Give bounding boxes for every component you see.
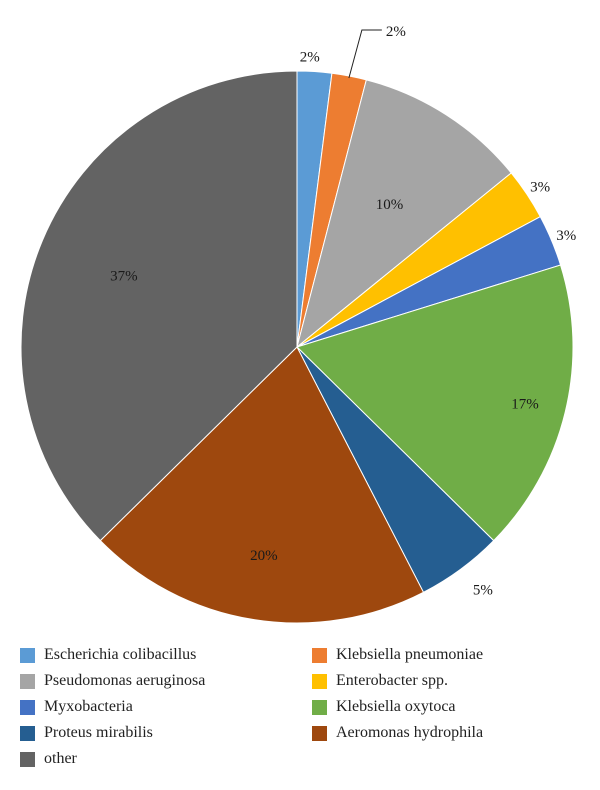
pie-slice-klebsiella-oxytoca (296, 264, 574, 542)
legend-item: Proteus mirabilis (20, 723, 312, 743)
legend-item: Pseudomonas aeruginosa (20, 671, 312, 691)
legend-swatch (20, 725, 35, 741)
legend-item: Aeromonas hydrophila (312, 723, 580, 743)
data-label: 37% (110, 269, 138, 285)
legend-item: Enterobacter spp. (312, 671, 580, 691)
legend-item: Myxobacteria (20, 697, 312, 717)
legend-label: other (44, 750, 77, 767)
data-label: 3% (556, 228, 576, 244)
pie-chart: 2% 2% 10% 3% 3% 17% 5% 20% 37% (20, 24, 576, 624)
legend-swatch (312, 647, 327, 663)
legend-swatch (312, 673, 327, 689)
pie-slice-aeromonas-hydrophila (99, 346, 425, 624)
legend-label: Pseudomonas aeruginosa (44, 672, 206, 689)
legend-label: Klebsiella pneumoniae (336, 646, 484, 663)
legend-swatch (20, 699, 35, 715)
data-label: 10% (376, 197, 404, 213)
legend-item: Klebsiella pneumoniae (312, 645, 580, 665)
chart-legend: Escherichia colibacillus Klebsiella pneum… (20, 645, 580, 769)
leader-line (348, 29, 382, 79)
data-label: 2% (386, 24, 406, 40)
legend-item: Escherichia colibacillus (20, 645, 312, 665)
legend-label: Myxobacteria (44, 698, 133, 715)
pie-slice-pseudomonas-aeruginosa (296, 79, 512, 349)
legend-label: Enterobacter spp. (336, 672, 448, 689)
legend-item: Klebsiella oxytoca (312, 697, 580, 717)
legend-label: Escherichia colibacillus (44, 646, 197, 663)
data-label: 2% (300, 50, 320, 66)
data-label: 5% (473, 583, 493, 599)
legend-label: Proteus mirabilis (44, 724, 153, 741)
data-label: 20% (250, 548, 278, 564)
legend-swatch (20, 673, 35, 689)
legend-item: other (20, 749, 312, 769)
legend-label: Aeromonas hydrophila (336, 724, 484, 741)
legend-swatch (312, 699, 327, 715)
legend-swatch (20, 751, 35, 767)
pie-slice-other (20, 70, 298, 542)
legend-swatch (20, 647, 35, 663)
data-label: 3% (530, 179, 550, 195)
legend-swatch (312, 725, 327, 741)
data-label: 17% (511, 396, 539, 412)
legend-label: Klebsiella oxytoca (336, 698, 456, 715)
